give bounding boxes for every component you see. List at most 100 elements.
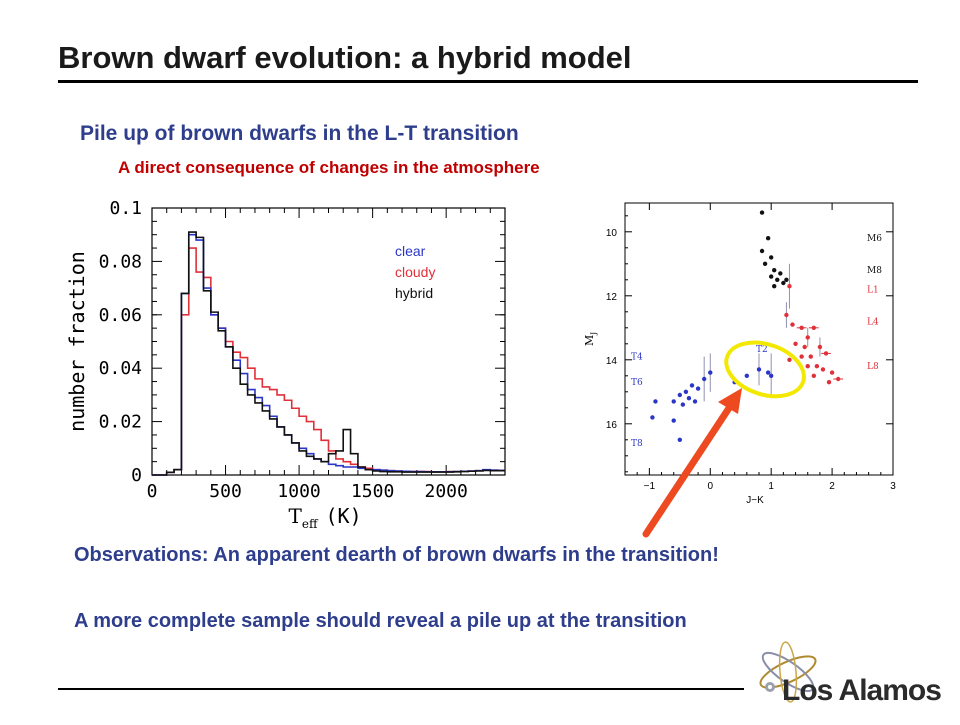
- data-point: [784, 277, 789, 282]
- x-axis-label-sub: eff: [302, 517, 319, 530]
- y-tick-label: 0.06: [99, 305, 142, 326]
- subtitle: Pile up of brown dwarfs in the L-T trans…: [80, 122, 519, 145]
- spectral-label-M6: M6: [867, 234, 882, 244]
- transition-highlight-ellipse: [724, 340, 806, 399]
- spectral-label-L4: L4: [867, 317, 879, 327]
- data-point: [762, 261, 768, 266]
- data-point: [772, 284, 777, 289]
- y-tick-label: 0: [131, 465, 142, 486]
- data-point: [768, 373, 774, 378]
- data-point: [793, 341, 798, 346]
- data-point: [790, 322, 795, 327]
- data-point: [811, 373, 817, 378]
- x-tick-label: 0: [147, 481, 158, 502]
- x-axis-label-unit: (K): [325, 504, 361, 528]
- data-point: [829, 370, 835, 375]
- data-point: [817, 344, 823, 350]
- spectral-label-T4: T4: [631, 353, 643, 363]
- cmd-x-tick-label: 1: [768, 481, 774, 492]
- data-point: [772, 268, 777, 273]
- cmd-y-tick-label: 10: [606, 228, 618, 239]
- data-point: [683, 389, 689, 394]
- data-point: [784, 312, 789, 318]
- footer-rule: [58, 688, 744, 690]
- legend-entry-clear: clear: [395, 243, 426, 259]
- x-tick-label: 2000: [424, 481, 467, 502]
- data-point: [680, 402, 686, 407]
- data-point: [805, 335, 810, 340]
- cmd-y-axis-label-main: M: [583, 335, 596, 346]
- data-point: [768, 274, 774, 279]
- x-axis-label-main: T: [289, 504, 303, 528]
- data-point: [811, 325, 817, 330]
- data-point: [765, 370, 771, 375]
- data-point: [820, 367, 826, 372]
- subtitle-secondary: A direct consequence of changes in the a…: [118, 158, 540, 177]
- data-point: [805, 364, 810, 369]
- legend-entry-cloudy: cloudy: [395, 264, 435, 280]
- y-tick-label: 0.04: [99, 358, 142, 379]
- data-point: [650, 415, 655, 420]
- legend-entry-hybrid: hybrid: [395, 285, 433, 301]
- cmd-y-tick-label: 12: [606, 292, 618, 303]
- cmd-x-axis-label: J−K: [746, 495, 764, 506]
- x-tick-label: 1500: [351, 481, 394, 502]
- data-point: [695, 386, 701, 391]
- data-point: [835, 376, 841, 382]
- data-point: [826, 380, 832, 385]
- atom-logo-icon: [759, 641, 817, 703]
- logo-text: Los Alamos: [782, 674, 942, 707]
- data-point: [671, 399, 676, 404]
- data-point: [781, 280, 786, 286]
- x-axis-label: Teff (K): [289, 504, 362, 530]
- data-point: [778, 271, 783, 276]
- slide-title: Brown dwarf evolution: a hybrid model: [58, 40, 632, 75]
- conclusion-text: A more complete sample should reveal a p…: [74, 610, 687, 632]
- cmd-x-tick-label: −1: [644, 481, 656, 492]
- data-point: [759, 248, 765, 254]
- spectral-label-T8: T8: [631, 439, 643, 449]
- spectral-label-L1: L1: [867, 285, 879, 295]
- data-point: [708, 370, 713, 375]
- data-point: [653, 399, 658, 404]
- data-point: [756, 367, 762, 372]
- data-point: [677, 437, 683, 442]
- data-point: [808, 354, 813, 359]
- y-tick-label: 0.1: [109, 198, 142, 219]
- spectral-label-L8: L8: [867, 362, 879, 372]
- cmd-x-tick-label: 0: [707, 481, 713, 492]
- cmd-y-tick-label: 16: [606, 420, 618, 431]
- observation-text: Observations: An apparent dearth of brow…: [74, 544, 719, 566]
- data-point: [787, 357, 792, 362]
- histogram-legend: clear cloudy hybrid: [395, 243, 435, 301]
- histogram-series-hybrid: [152, 231, 505, 476]
- cmd-y-axis-label: MJ: [583, 332, 598, 346]
- data-point: [692, 399, 698, 404]
- title-underline: [58, 80, 918, 83]
- data-point: [775, 277, 780, 282]
- y-tick-label: 0.08: [99, 251, 142, 272]
- pointer-arrow-shaft: [642, 398, 737, 538]
- los-alamos-logo: Los Alamos: [748, 630, 958, 720]
- data-point: [823, 351, 829, 356]
- data-point: [671, 418, 676, 423]
- data-point: [689, 383, 695, 388]
- spectral-label-M8: M8: [867, 266, 882, 276]
- histogram-chart: 0 500 1000 1500 2000 0 0.02 0.04 0.06 0.08 0.1 numb…: [65, 198, 506, 530]
- x-tick-label: 1000: [277, 481, 320, 502]
- data-point: [677, 392, 683, 398]
- data-point: [787, 284, 792, 289]
- spectral-label-T6: T6: [631, 378, 643, 388]
- data-point: [768, 255, 774, 260]
- data-point: [799, 354, 804, 359]
- cmd-y-axis-label-sub: J: [590, 332, 598, 336]
- cmd-y-tick-label: 14: [606, 356, 618, 367]
- y-tick-label: 0.02: [99, 412, 142, 433]
- data-point: [802, 344, 807, 350]
- data-point: [799, 325, 804, 330]
- data-point: [701, 376, 707, 382]
- data-point: [744, 373, 750, 378]
- data-point: [686, 396, 692, 401]
